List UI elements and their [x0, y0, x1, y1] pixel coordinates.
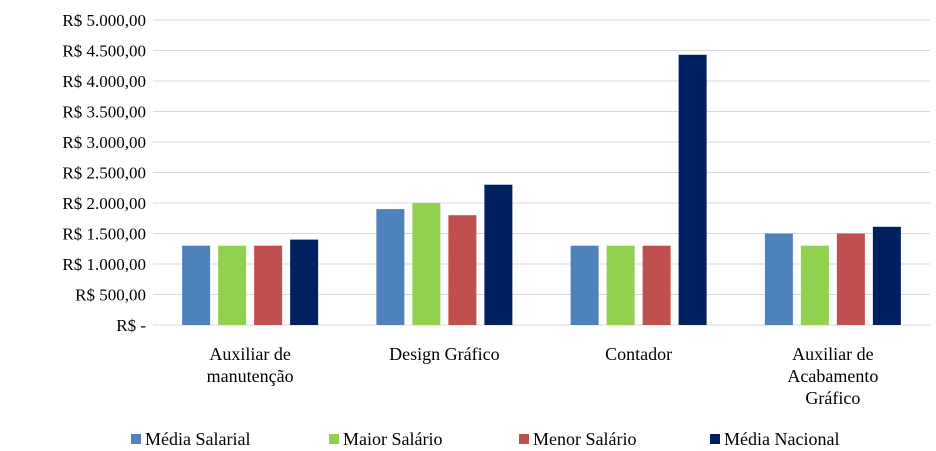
x-category-label: Design Gráfico: [389, 344, 499, 364]
y-tick-label: R$ 1.500,00: [62, 225, 146, 244]
legend-label-1: Média Salarial: [145, 429, 250, 449]
y-axis-tick-labels: R$ 5.000,00 R$ 4.500,00 R$ 4.000,00 R$ 3.50…: [62, 11, 146, 335]
y-tick-label: R$ 2.000,00: [62, 194, 146, 213]
bar-1-1: [182, 245, 211, 325]
y-tick-label: R$ 5.000,00: [62, 11, 146, 30]
legend-label-2: Maior Salário: [343, 429, 442, 449]
legend-swatch-3: [519, 434, 529, 444]
bars: [182, 54, 901, 326]
legend-swatch-4: [710, 434, 720, 444]
bar-2-2: [412, 203, 441, 325]
bar-1-2: [376, 209, 405, 325]
x-category-label: manutenção: [207, 366, 294, 386]
bar-2-1: [218, 245, 247, 325]
bar-2-4: [800, 245, 829, 325]
y-tick-label: R$ 3.500,00: [62, 103, 146, 122]
y-tick-label: R$ 500,00: [75, 286, 146, 305]
y-tick-label: R$ 3.000,00: [62, 133, 146, 152]
bar-4-4: [872, 226, 901, 325]
y-tick-label: R$ -: [116, 316, 146, 335]
bar-3-4: [836, 233, 865, 325]
bar-3-1: [254, 245, 283, 325]
legend-swatch-1: [131, 434, 141, 444]
y-tick-label: R$ 4.500,00: [62, 42, 146, 61]
bar-1-3: [570, 245, 599, 325]
bar-1-4: [764, 233, 793, 325]
bar-4-3: [678, 54, 707, 326]
legend-label-4: Média Nacional: [724, 429, 839, 449]
x-category-label: Auxiliar de: [209, 344, 290, 364]
gridlines: [153, 19, 930, 326]
bar-3-3: [642, 245, 671, 325]
y-tick-label: R$ 2.500,00: [62, 164, 146, 183]
bar-4-2: [484, 184, 513, 325]
y-tick-label: R$ 4.000,00: [62, 72, 146, 91]
x-category-label: Acabamento: [787, 366, 878, 386]
legend: Média Salarial Maior Salário Menor Salário…: [131, 429, 839, 449]
y-tick-label: R$ 1.000,00: [62, 255, 146, 274]
legend-swatch-2: [329, 434, 339, 444]
legend-label-3: Menor Salário: [533, 429, 636, 449]
bar-2-3: [606, 245, 635, 325]
bar-4-1: [290, 239, 319, 325]
x-category-label: Gráfico: [805, 388, 860, 408]
bar-3-2: [448, 215, 477, 325]
x-category-label: Contador: [605, 344, 672, 364]
x-category-label: Auxiliar de: [792, 344, 873, 364]
